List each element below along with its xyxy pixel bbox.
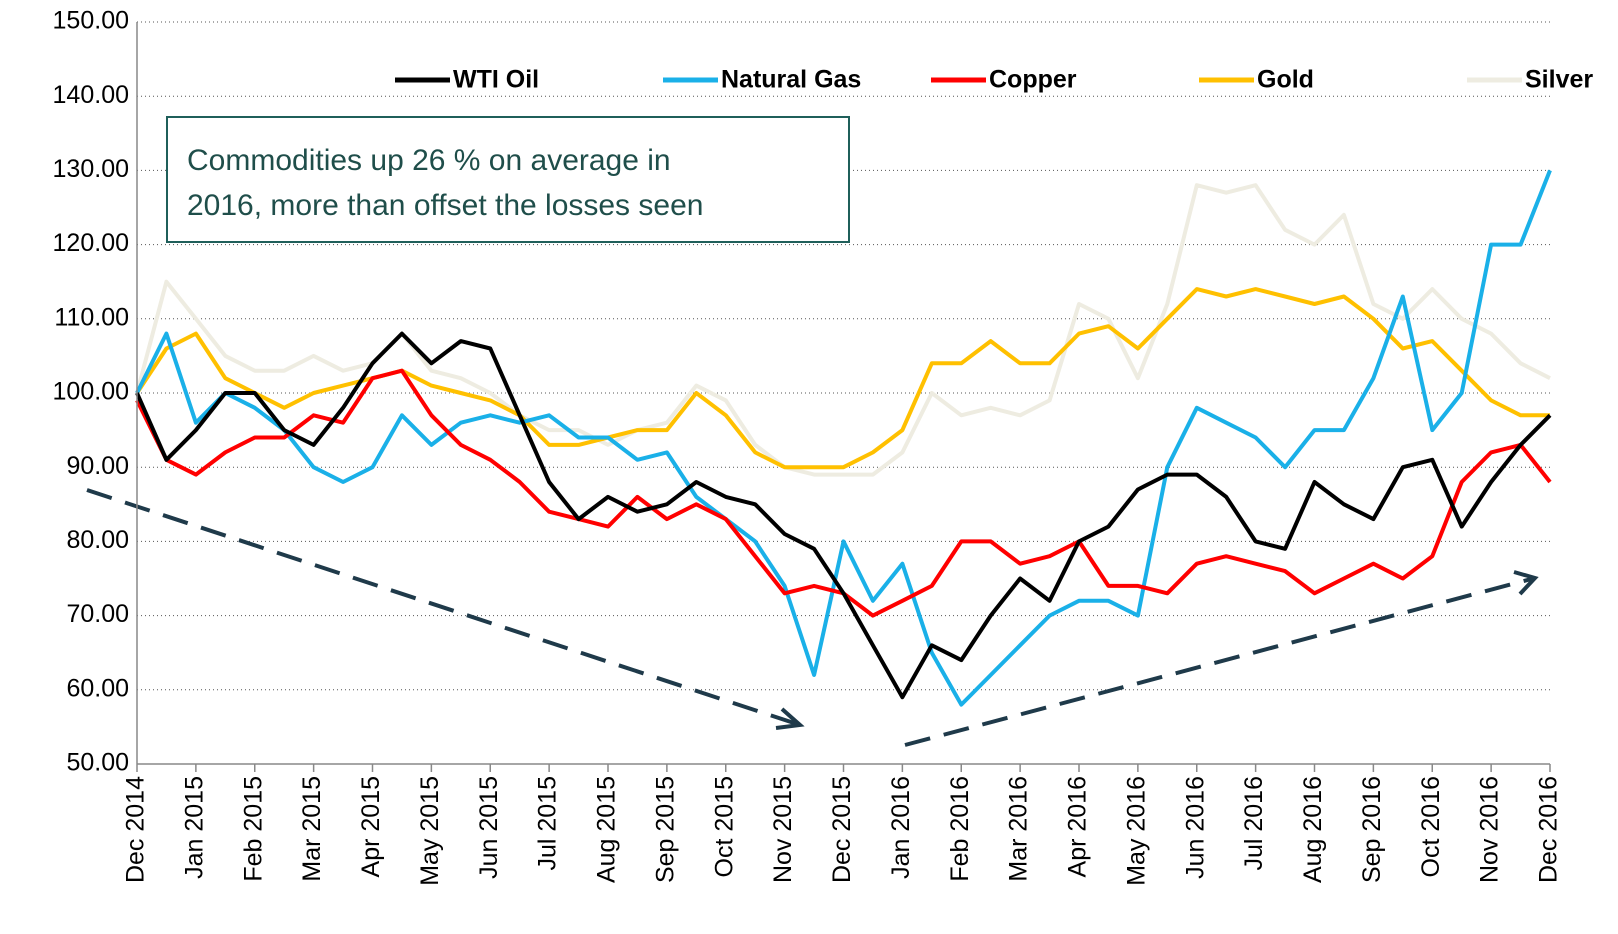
y-tick-label: 150.00 (53, 7, 129, 35)
x-tick-label: Jun 2016 (1181, 776, 1209, 879)
x-tick-label: Sep 2016 (1358, 776, 1386, 883)
series-line (135, 368, 1552, 618)
x-tick-label: Jul 2016 (1240, 776, 1268, 871)
x-tick-label: Aug 2015 (593, 776, 621, 883)
legend-label: Copper (989, 66, 1077, 94)
x-tick-label: Nov 2016 (1476, 776, 1504, 883)
x-tick-label: Nov 2015 (769, 776, 797, 883)
trend-arrow-up (904, 576, 1536, 747)
legend-label: Gold (1257, 66, 1314, 94)
x-tick-label: Sep 2015 (651, 776, 679, 883)
y-tick-label: 50.00 (66, 749, 129, 777)
x-tick-label: Dec 2015 (828, 776, 856, 883)
x-tick-label: Oct 2015 (710, 776, 738, 877)
legend-label: Natural Gas (721, 66, 861, 94)
y-tick-label: 110.00 (54, 303, 129, 331)
x-tick-label: Mar 2016 (1005, 776, 1033, 882)
x-tick-label: Feb 2016 (946, 776, 974, 882)
x-tick-label: May 2016 (1122, 776, 1150, 886)
trend-arrow-down (86, 488, 801, 727)
legend-label: Silver (1525, 66, 1593, 94)
x-tick-label: Apr 2015 (357, 776, 385, 877)
x-tick-label: Aug 2016 (1299, 776, 1327, 883)
y-tick-label: 60.00 (66, 674, 129, 702)
y-tick-label: 130.00 (53, 155, 129, 183)
x-tick-label: Oct 2016 (1417, 776, 1445, 877)
x-tick-label: Feb 2015 (239, 776, 267, 882)
arrow-head (775, 707, 805, 730)
x-tick-label: Dec 2016 (1535, 776, 1563, 883)
y-tick-label: 100.00 (53, 378, 129, 406)
x-tick-label: Dec 2014 (122, 776, 150, 883)
annotation-line: Commodities up 26 % on average in (187, 144, 671, 177)
x-tick-label: Apr 2016 (1064, 776, 1092, 877)
y-tick-label: 80.00 (66, 526, 129, 554)
arrow-head (1513, 570, 1539, 596)
series-line (135, 287, 1550, 470)
annotation-line: 2016, more than offset the losses seen (187, 189, 703, 222)
lines (135, 169, 1552, 707)
x-tick-label: Jan 2015 (180, 776, 208, 879)
y-tick-label: 120.00 (53, 229, 129, 257)
x-tick-label: Jul 2015 (534, 776, 562, 871)
x-tick-label: Jan 2016 (887, 776, 915, 879)
x-tick-label: Jun 2015 (475, 776, 503, 879)
x-tick-label: Mar 2015 (298, 776, 326, 882)
x-tick-label: May 2015 (416, 776, 444, 886)
legend: WTI Oil Natural Gas Copper Gold Silver (395, 66, 1593, 94)
series-line (135, 331, 1552, 700)
y-tick-label: 90.00 (66, 452, 129, 480)
legend-label: WTI Oil (453, 66, 539, 94)
series-line (135, 169, 1552, 707)
y-tick-label: 70.00 (66, 600, 129, 628)
annotation-box (166, 116, 850, 243)
y-tick-label: 140.00 (53, 81, 129, 109)
